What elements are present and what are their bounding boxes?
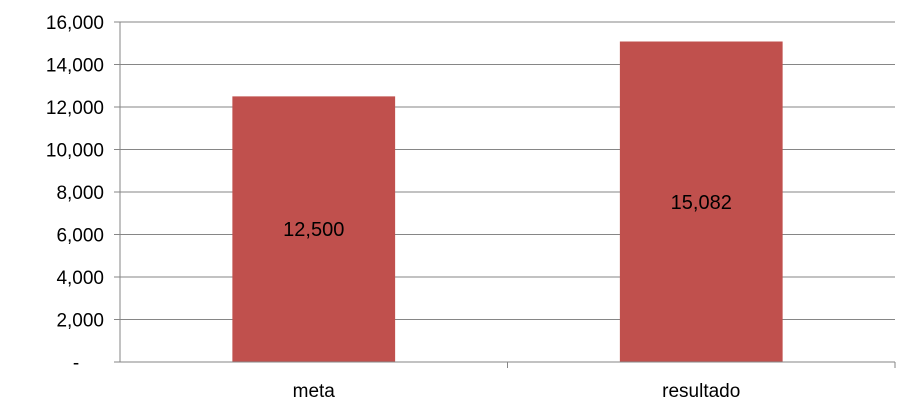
axes xyxy=(114,21,896,368)
bars xyxy=(232,41,783,362)
y-tick-label: 12,000 xyxy=(46,98,104,119)
y-tick-label: - xyxy=(73,353,79,374)
bar-resultado xyxy=(619,41,783,362)
x-category-label: resultado xyxy=(662,381,740,402)
x-category-label: meta xyxy=(293,381,336,402)
y-tick-label: 4,000 xyxy=(56,268,104,289)
y-tick-label: 2,000 xyxy=(56,311,104,332)
bar-value-label: 12,500 xyxy=(283,219,344,241)
y-tick-label: 8,000 xyxy=(56,183,104,204)
y-tick-label: 6,000 xyxy=(56,226,104,247)
y-tick-label: 16,000 xyxy=(46,13,104,34)
bar-meta xyxy=(232,96,396,362)
y-tick-label: 10,000 xyxy=(46,141,104,162)
bar-value-label: 15,082 xyxy=(671,192,732,214)
labels: - 2,000 4,000 6,000 8,000 10,000 12,000 14,000 1… xyxy=(46,13,740,402)
y-tick-label: 14,000 xyxy=(46,56,104,77)
